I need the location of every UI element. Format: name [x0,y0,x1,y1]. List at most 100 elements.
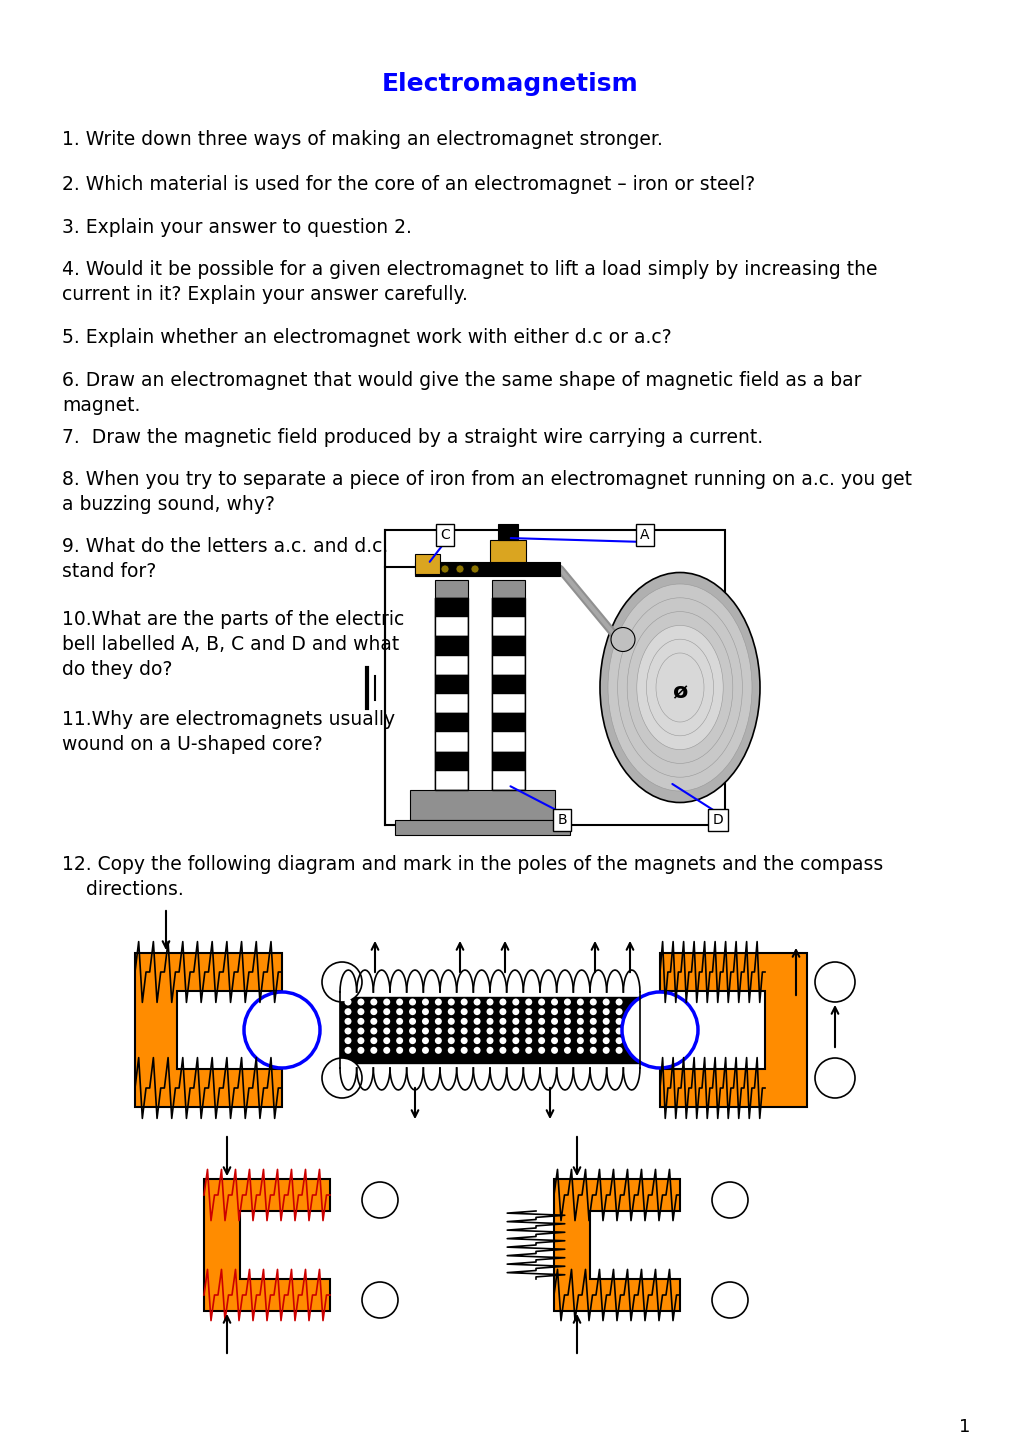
Text: 1: 1 [958,1418,969,1436]
Text: 5. Explain whether an electromagnet work with either d.c or a.c?: 5. Explain whether an electromagnet work… [62,328,671,347]
Circle shape [602,1037,609,1044]
Circle shape [589,1037,596,1044]
Polygon shape [491,636,525,655]
Circle shape [615,998,622,1005]
Circle shape [473,1018,480,1025]
Circle shape [538,998,544,1005]
Circle shape [564,1047,571,1054]
Circle shape [538,1008,544,1015]
Circle shape [615,1008,622,1015]
Circle shape [357,1008,364,1015]
Circle shape [615,1028,622,1034]
Text: Electromagnetism: Electromagnetism [381,72,638,96]
Circle shape [447,1028,454,1034]
Circle shape [244,992,320,1068]
Circle shape [370,1008,377,1015]
Polygon shape [415,554,439,575]
Circle shape [422,1047,429,1054]
Circle shape [499,1008,505,1015]
Polygon shape [434,636,468,655]
Polygon shape [434,655,468,675]
Polygon shape [491,752,525,770]
Circle shape [486,1037,493,1044]
Circle shape [550,998,557,1005]
Text: 2. Which material is used for the core of an electromagnet – iron or steel?: 2. Which material is used for the core o… [62,176,754,194]
Circle shape [471,564,479,573]
Circle shape [409,1008,416,1015]
Circle shape [486,1018,493,1025]
Circle shape [499,1018,505,1025]
Circle shape [814,962,854,1002]
Circle shape [577,1018,583,1025]
Circle shape [422,1028,429,1034]
Circle shape [395,1028,403,1034]
Polygon shape [434,675,468,694]
Polygon shape [491,655,525,675]
Polygon shape [434,713,468,733]
Circle shape [422,1018,429,1025]
Circle shape [357,1037,364,1044]
Circle shape [357,998,364,1005]
Circle shape [615,1018,622,1025]
Circle shape [461,998,468,1005]
Circle shape [461,1028,468,1034]
Circle shape [370,1028,377,1034]
Ellipse shape [599,573,759,802]
Circle shape [447,1037,454,1044]
Circle shape [455,564,464,573]
Polygon shape [394,819,570,835]
Circle shape [395,1018,403,1025]
Circle shape [577,1028,583,1034]
Circle shape [602,998,609,1005]
Circle shape [440,564,448,573]
Circle shape [473,1008,480,1015]
Circle shape [344,1018,352,1025]
Circle shape [344,998,352,1005]
Text: 7.  Draw the magnetic field produced by a straight wire carrying a current.: 7. Draw the magnetic field produced by a… [62,428,762,446]
Circle shape [344,1037,352,1044]
Circle shape [395,1008,403,1015]
Polygon shape [491,770,525,791]
Ellipse shape [655,652,703,721]
Circle shape [357,1028,364,1034]
Text: 11.Why are electromagnets usually
wound on a U-shaped core?: 11.Why are electromagnets usually wound … [62,710,394,755]
Circle shape [538,1047,544,1054]
Circle shape [383,1028,390,1034]
Circle shape [486,1047,493,1054]
Circle shape [711,1182,747,1218]
Text: D: D [712,814,722,827]
Circle shape [461,1008,468,1015]
Circle shape [486,998,493,1005]
Circle shape [461,1047,468,1054]
Circle shape [602,1008,609,1015]
Circle shape [538,1037,544,1044]
Polygon shape [491,580,525,598]
Circle shape [538,1018,544,1025]
Circle shape [615,1047,622,1054]
Circle shape [589,1028,596,1034]
Circle shape [499,1037,505,1044]
Circle shape [434,1037,441,1044]
Circle shape [550,1008,557,1015]
Circle shape [370,1018,377,1025]
Ellipse shape [616,598,742,778]
Circle shape [512,1018,519,1025]
Polygon shape [553,1179,680,1310]
Circle shape [383,1037,390,1044]
Circle shape [383,1047,390,1054]
Circle shape [461,1037,468,1044]
Polygon shape [384,530,725,825]
Circle shape [525,1047,532,1054]
Polygon shape [491,618,525,636]
Circle shape [409,1018,416,1025]
Circle shape [447,1008,454,1015]
Polygon shape [491,733,525,752]
Text: A: A [640,528,649,541]
Circle shape [409,1037,416,1044]
Polygon shape [434,580,468,598]
Circle shape [447,998,454,1005]
Circle shape [434,1008,441,1015]
Circle shape [362,1182,397,1218]
Circle shape [814,1058,854,1097]
Text: C: C [439,528,449,541]
